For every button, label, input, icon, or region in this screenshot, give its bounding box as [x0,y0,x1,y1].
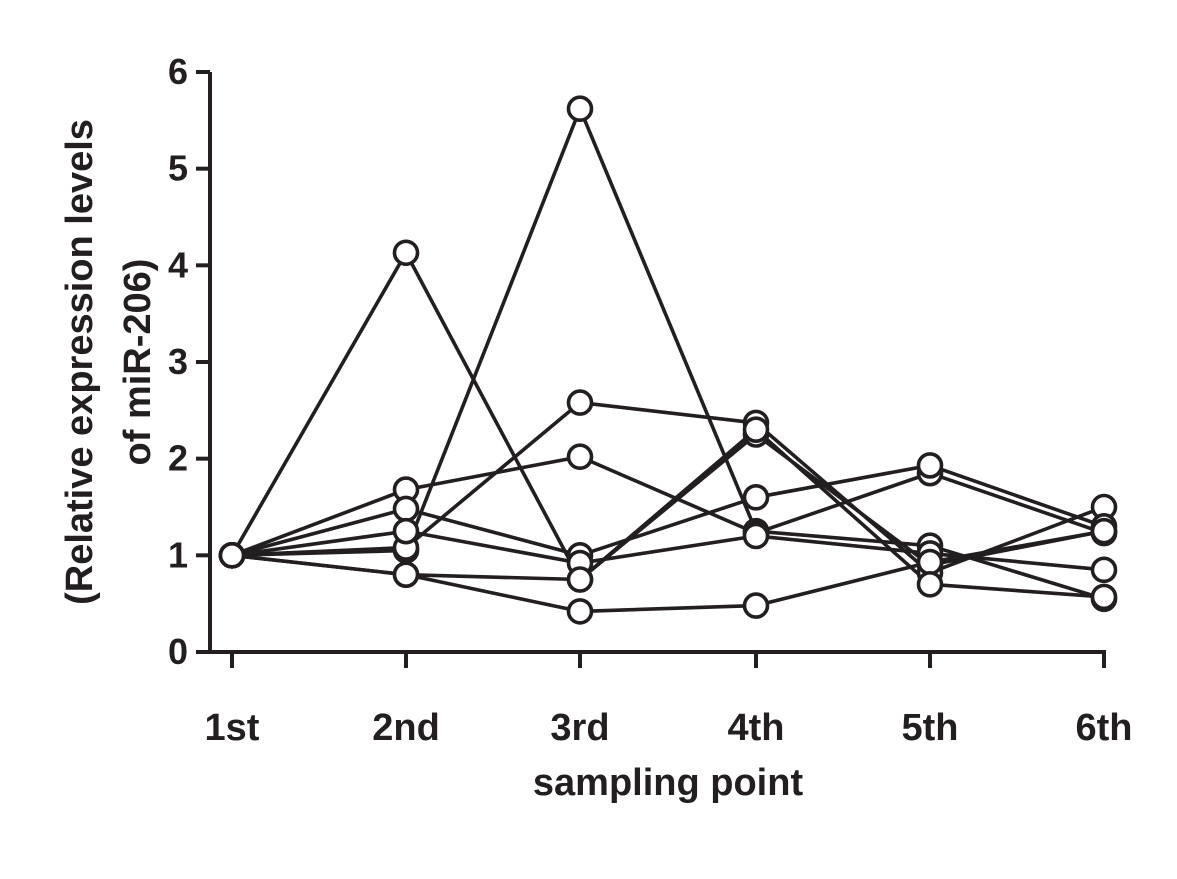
axis-labels: 0 1 2 3 4 5 6 1st 2nd 3rd 4th 5th 6th sampling point (… [59,51,1133,804]
x-tick-label: 5th [902,707,959,749]
series-points [218,95,1118,625]
data-point [1090,517,1118,545]
data-point [566,598,594,625]
data-point [566,443,594,471]
data-point [742,484,770,511]
data-point [392,239,420,267]
data-point [916,548,944,576]
data-point [742,592,770,619]
x-tick-label: 1st [205,707,260,749]
y-axis-title: (Relative expression levels [59,119,101,605]
data-point [916,452,944,479]
data-point [218,542,246,569]
data-point [742,522,770,550]
y-tick-label: 0 [168,631,188,672]
data-point [742,416,770,443]
series-line-4 [231,454,1105,558]
y-tick-label: 1 [168,534,188,575]
series-lines [230,106,1105,614]
y-tick-label: 6 [168,51,188,92]
data-point [1090,556,1118,584]
x-tick-label: 6th [1076,707,1133,749]
series-line-8 [231,427,1105,599]
data-point [392,495,420,523]
y-axis-title: of miR-206) [117,259,159,466]
data-point [916,571,944,598]
y-tick-label: 4 [168,244,188,285]
data-point [566,95,594,123]
x-axis-title: sampling point [533,762,804,804]
axes [196,70,1106,668]
data-point [566,389,594,416]
data-point [392,517,420,545]
data-point [566,566,594,593]
x-tick-label: 4th [728,707,785,749]
series-line-5 [231,463,1105,558]
x-tick-label: 2nd [372,707,440,749]
y-tick-label: 2 [168,438,188,479]
x-tick-label: 3rd [550,707,609,749]
data-point [392,561,420,588]
series-line-3 [231,400,1105,575]
y-tick-label: 5 [168,148,188,189]
series-line-1 [230,250,1105,582]
data-point [1090,583,1118,611]
y-tick-label: 3 [168,341,188,382]
